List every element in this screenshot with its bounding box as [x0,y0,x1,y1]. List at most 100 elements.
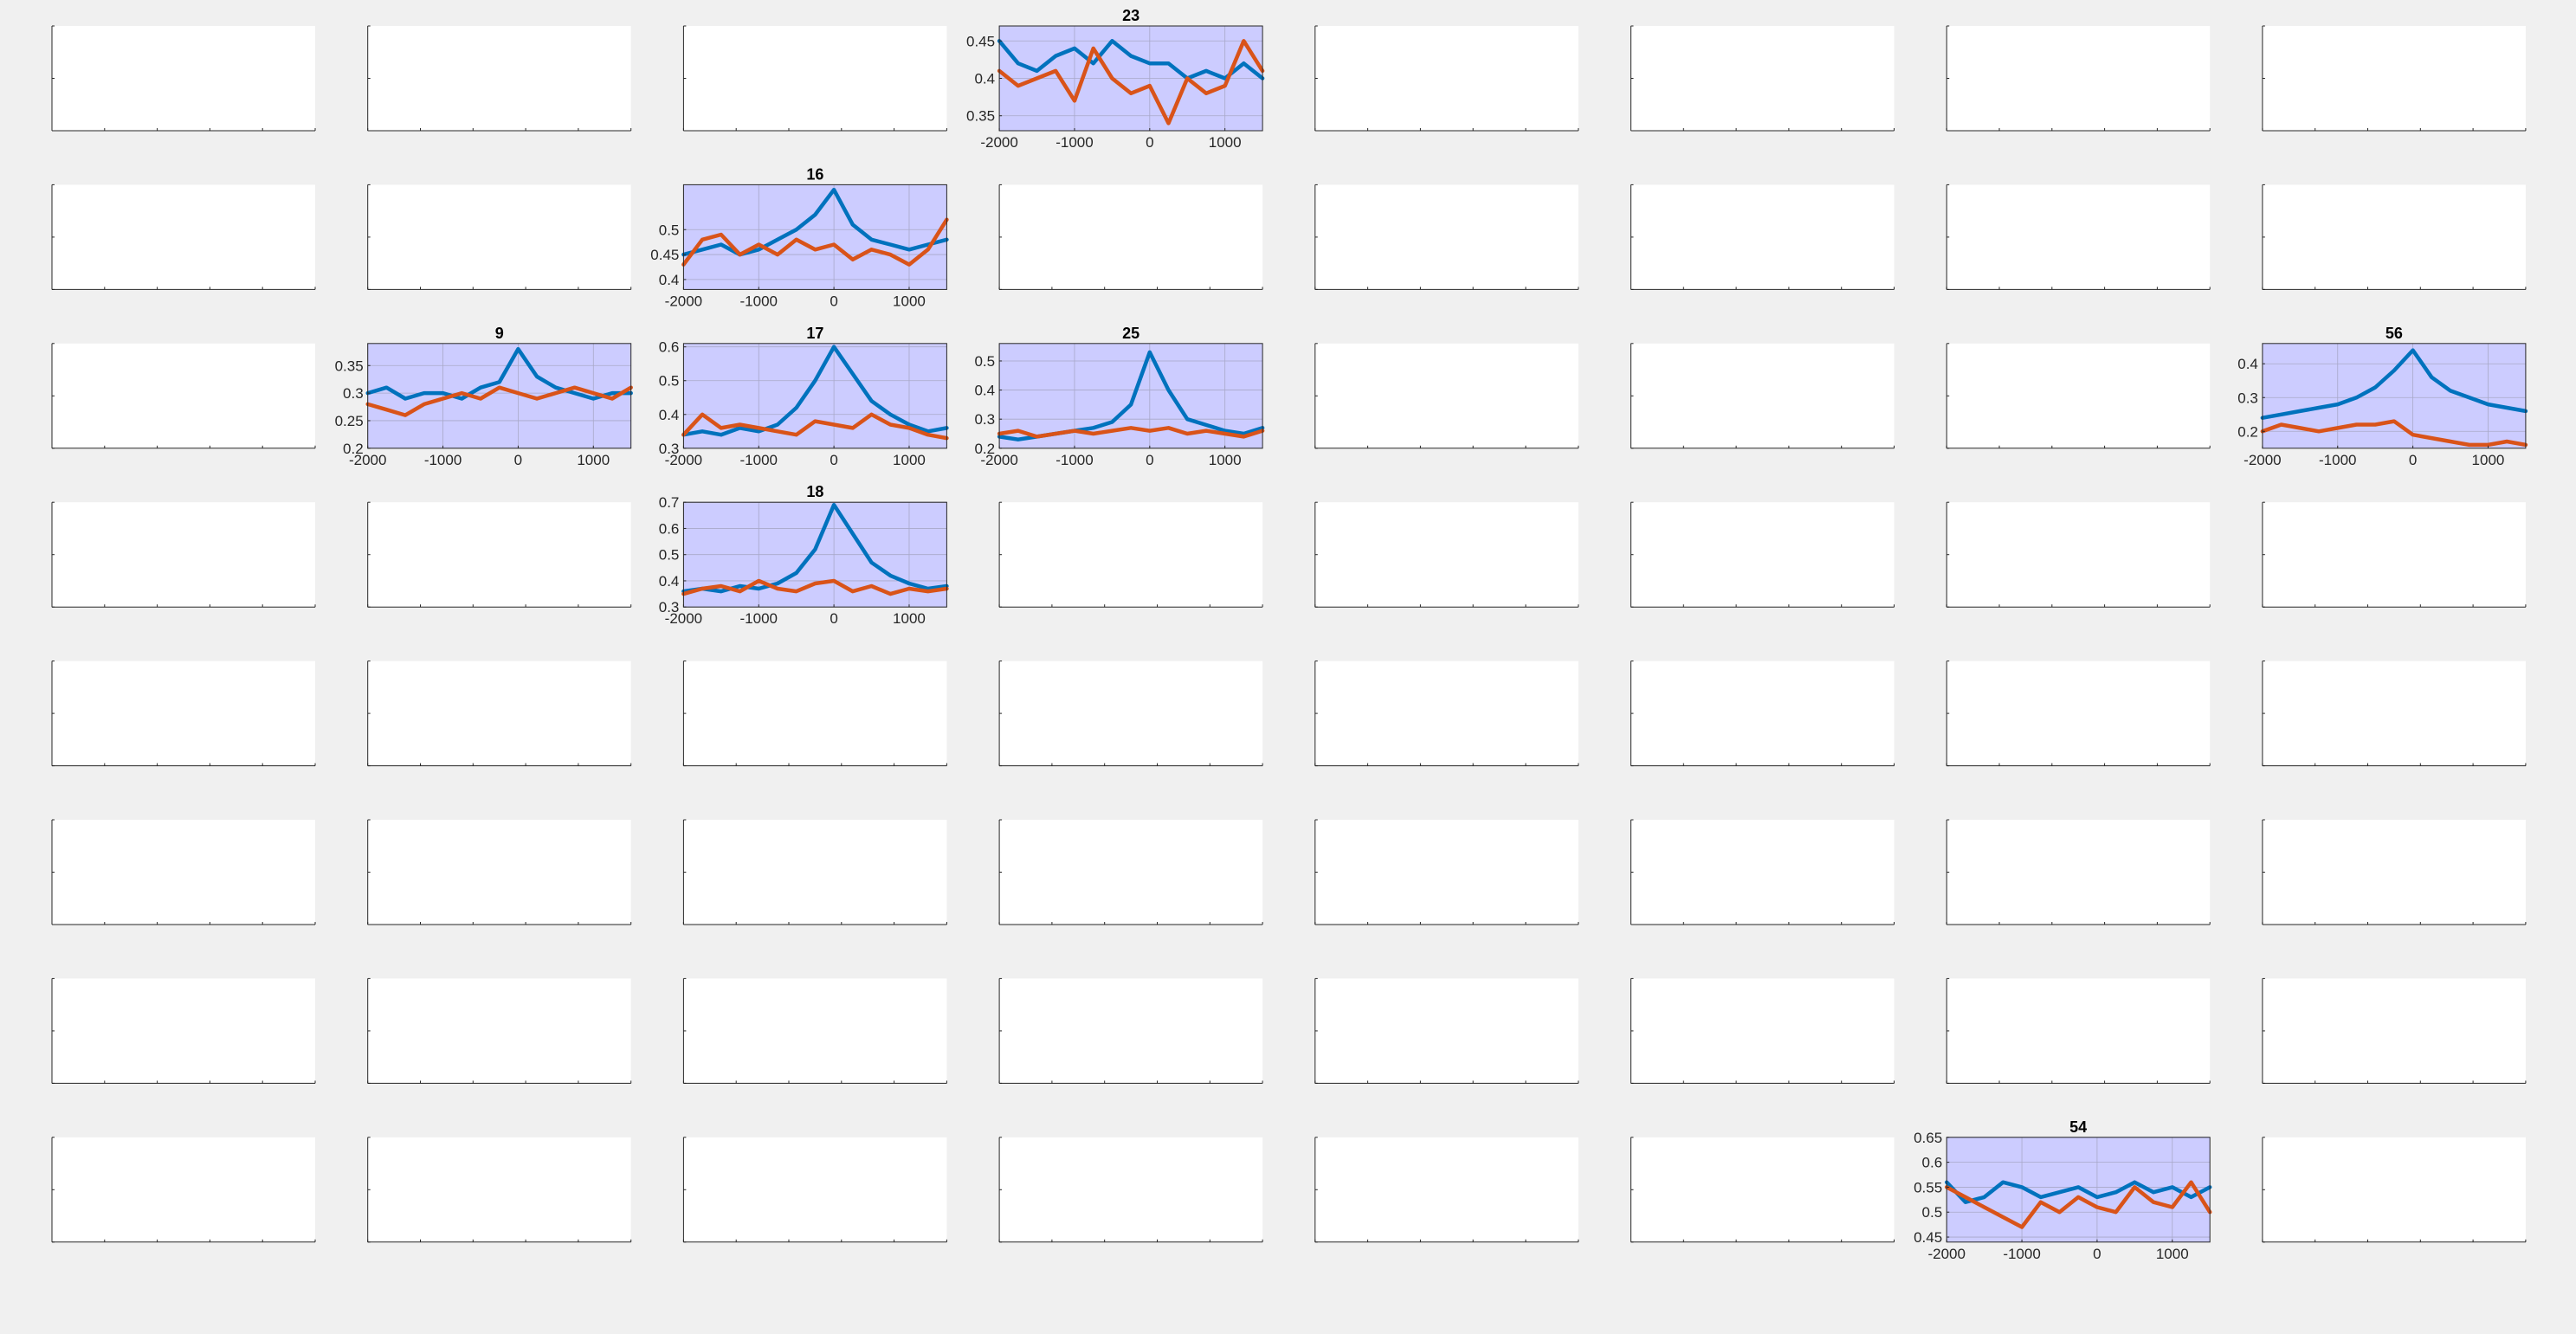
empty-axes [1314,977,1579,1084]
axes-background [367,502,631,608]
empty-axes [998,184,1263,290]
axes-background [367,26,631,131]
subplot-title: 25 [1122,325,1140,342]
empty-axes [998,977,1263,1084]
axes-background [1630,1137,1895,1242]
empty-axes [998,661,1263,767]
empty-axes [367,661,632,767]
empty-axes [1946,501,2211,608]
x-tick-label: -1000 [2003,1246,2040,1262]
axes-background [999,1137,1263,1242]
x-tick-label: -2000 [980,134,1017,151]
x-tick-label: 1000 [1209,452,1242,468]
y-tick-label: 0.6 [1922,1155,1943,1171]
series-line-1 [997,39,1265,81]
y-tick-label: 0.45 [1914,1229,1942,1246]
empty-axes [1630,977,1895,1084]
x-tick-label: -2000 [980,452,1017,468]
subplot-25: -2000 -1000 0 1000 0.2 0.3 0.4 0.5 25 [974,325,1265,468]
axes-background [2262,343,2526,448]
empty-axes [1946,184,2211,290]
empty-axes [1630,501,1895,608]
empty-axes [682,661,947,767]
axes-background [52,343,315,448]
y-tick-label: 0.3 [659,599,680,615]
axes-background [1947,343,2211,448]
axes-background [1947,502,2211,608]
empty-axes [1314,343,1579,449]
axes-background [1314,978,1579,1084]
axes-background [1314,343,1579,448]
axes-background [367,343,631,448]
axes-background [52,1137,315,1242]
axes-background [1314,26,1579,131]
empty-axes [682,819,947,925]
series-line-2 [1944,1180,2212,1229]
axes-background [1314,820,1579,925]
empty-axes [1946,819,2211,925]
axes-background [1314,1137,1579,1242]
axes-background [52,502,315,608]
axes-background [2262,502,2526,608]
subplot-title: 9 [495,325,504,342]
y-tick-label: 0.55 [1914,1179,1942,1195]
x-tick-label: 1000 [577,452,610,468]
axes-background [2262,978,2526,1084]
y-tick-label: 0.5 [659,373,680,390]
y-tick-label: 0.45 [650,247,679,263]
empty-axes [1946,661,2211,767]
axes-box [1946,1137,2211,1243]
axes-box [682,343,947,449]
y-tick-label: 0.4 [659,407,680,423]
axes-background [1630,26,1895,131]
axes-background [1314,502,1579,608]
series-line-2 [997,39,1265,126]
x-tick-label: 1000 [2472,452,2505,468]
empty-axes [51,343,316,449]
empty-axes [2262,977,2527,1084]
axes-background [683,978,947,1084]
empty-axes [1630,661,1895,767]
axes-background [1947,661,2211,766]
axes-background [2262,184,2526,290]
subplot-title: 16 [806,165,823,183]
x-tick-label: -1000 [2319,452,2356,468]
x-tick-label: 0 [830,452,837,468]
axes-background [1630,502,1895,608]
axes-background [1630,661,1895,766]
axes-background [683,1137,947,1242]
empty-axes [51,25,316,132]
empty-axes [1630,25,1895,132]
empty-axes [367,977,632,1084]
subplot-title: 23 [1122,7,1140,24]
empty-axes [2262,25,2527,132]
y-tick-label: 0.4 [974,383,995,399]
empty-axes [1314,819,1579,925]
x-tick-label: 0 [2093,1246,2101,1262]
axes-background [367,978,631,1084]
empty-axes [998,819,1263,925]
axes-background [683,184,947,290]
empty-axes [367,184,632,290]
axes-background [52,26,315,131]
x-tick-label: 1000 [893,452,926,468]
series-line-1 [681,187,949,257]
axes-box [2262,343,2527,449]
empty-axes [1314,25,1579,132]
y-tick-label: 0.25 [335,413,364,429]
subplot-title: 56 [2386,325,2403,342]
empty-axes [1630,1137,1895,1243]
axes-background [2262,1137,2526,1242]
axes-background [367,184,631,290]
x-tick-label: -2000 [665,610,702,627]
empty-axes [1630,819,1895,925]
x-tick-label: 0 [1146,452,1153,468]
y-tick-label: 0.2 [343,441,364,457]
axes-background [1947,26,2211,131]
empty-axes [51,501,316,608]
empty-axes [367,501,632,608]
subplot-23: -2000 -1000 0 1000 0.35 0.4 0.45 23 [966,7,1265,151]
y-tick-label: 0.3 [974,411,995,428]
axes-background [1947,820,2211,925]
